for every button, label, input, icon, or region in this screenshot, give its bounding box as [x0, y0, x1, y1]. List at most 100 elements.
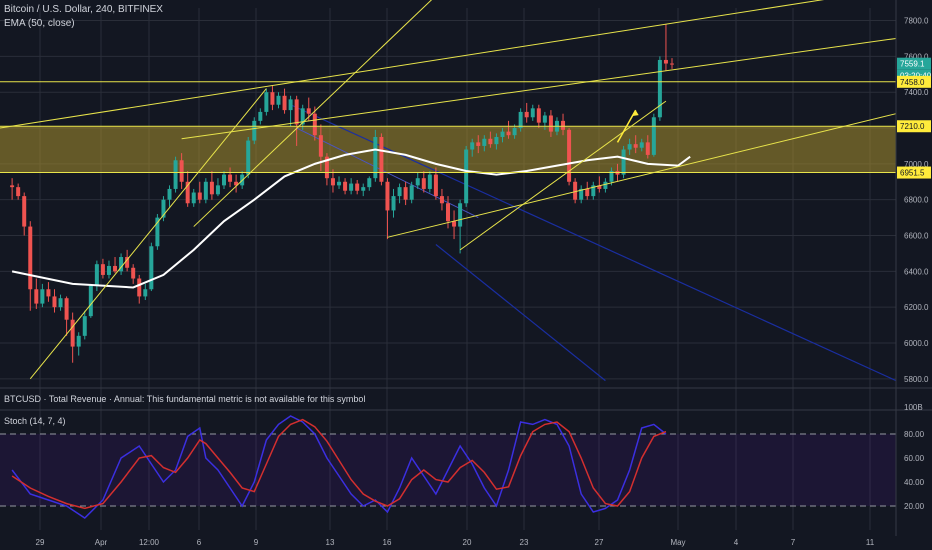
- candle-body: [28, 226, 33, 290]
- candle-body: [645, 142, 650, 155]
- stoch-k-line: [11, 415, 667, 519]
- ema-legend[interactable]: EMA (50, close): [4, 18, 75, 29]
- stoch-tick-label: 80.00: [904, 430, 925, 439]
- support-resistance-zone: [0, 126, 896, 173]
- time-tick-label: 11: [866, 538, 875, 547]
- projection-arrow-head: [631, 110, 639, 117]
- upper-trend-channel: [0, 0, 825, 129]
- price-tick-label: 7400.0: [904, 88, 929, 97]
- level-tag: 6951.5: [900, 169, 925, 178]
- candle-body: [258, 111, 263, 121]
- price-tick-label: 7800.0: [904, 17, 929, 26]
- rising-support-line: [459, 100, 667, 251]
- fan-trendline: [193, 0, 433, 227]
- candle-body: [579, 188, 584, 200]
- stoch-tick-label: 20.00: [904, 502, 925, 511]
- candle-body: [415, 178, 420, 186]
- time-tick-label: 20: [463, 538, 472, 547]
- candle-body: [94, 264, 99, 286]
- price-tick-label: 5800.0: [904, 375, 929, 384]
- level-tag: 7210.0: [900, 122, 925, 131]
- candle-body: [300, 108, 305, 125]
- steep-up-trendline: [29, 88, 267, 380]
- candle-body: [252, 120, 257, 141]
- revenue-legend[interactable]: BTCUSD · Total Revenue · Annual: This fu…: [4, 394, 366, 404]
- candle-body: [131, 267, 136, 279]
- candles: [10, 24, 674, 363]
- candle-body: [603, 181, 608, 189]
- candle-body: [494, 136, 499, 145]
- candle-body: [76, 335, 81, 347]
- candle-body: [609, 171, 614, 182]
- candle-body: [46, 289, 51, 297]
- time-tick-label: 4: [734, 538, 739, 547]
- candle-body: [651, 117, 656, 155]
- candle-body: [639, 142, 644, 148]
- candle-body: [627, 144, 632, 150]
- candle-body: [119, 257, 124, 272]
- candle-body: [100, 264, 105, 275]
- candle-body: [312, 113, 317, 136]
- stoch-panel: [0, 415, 896, 519]
- level-tag-bg: [897, 120, 931, 133]
- candle-body: [276, 95, 281, 105]
- candle-body: [361, 187, 366, 191]
- candle-body: [306, 108, 311, 114]
- candle-body: [173, 160, 178, 189]
- last-price-tag-bg: [897, 57, 931, 70]
- candle-body: [324, 156, 329, 179]
- candle-body: [530, 108, 535, 118]
- candle-body: [585, 188, 590, 197]
- candle-body: [403, 187, 408, 200]
- candle-body: [349, 183, 354, 191]
- symbol-title[interactable]: Bitcoin / U.S. Dollar, 240, BITFINEX: [4, 4, 163, 15]
- candle-body: [179, 160, 184, 182]
- revenue-axis-tick: 100B: [904, 403, 923, 412]
- candle-body: [222, 174, 226, 186]
- drawings-front: [0, 0, 897, 380]
- candle-body: [439, 196, 444, 204]
- drawings-back: [0, 104, 897, 382]
- candle-body: [433, 174, 438, 197]
- candle-body: [337, 181, 342, 186]
- candle-body: [64, 298, 69, 320]
- candle-body: [264, 92, 269, 112]
- candle-body: [591, 185, 596, 197]
- candle-body: [385, 181, 390, 211]
- stoch-legend[interactable]: Stoch (14, 7, 4): [4, 416, 66, 426]
- candle-body: [343, 181, 348, 191]
- time-tick-label: 6: [197, 538, 202, 547]
- time-tick-label: May: [670, 538, 685, 547]
- candle-body: [161, 199, 166, 218]
- ema-line: [11, 148, 691, 289]
- candle-body: [106, 265, 111, 275]
- candle-body: [228, 174, 233, 182]
- candle-body: [294, 99, 299, 125]
- candle-body: [482, 138, 487, 146]
- candle-body: [663, 59, 668, 64]
- candle-body: [621, 149, 626, 175]
- candle-body: [397, 187, 402, 197]
- candle-body: [215, 185, 220, 195]
- candle-body: [421, 178, 426, 189]
- candle-body: [542, 115, 547, 123]
- time-tick-label: 29: [36, 538, 45, 547]
- candle-body: [52, 296, 57, 308]
- price-tick-label: 7600.0: [904, 52, 929, 61]
- candle-body: [34, 289, 39, 304]
- candle-body: [518, 111, 523, 129]
- candle-body: [88, 285, 93, 317]
- candle-body: [355, 183, 360, 191]
- candle-body: [143, 289, 148, 297]
- candle-body: [500, 131, 505, 137]
- price-tick-label: 6800.0: [904, 196, 929, 205]
- candle-body: [185, 181, 190, 204]
- last-price-tag: 7559.1: [900, 60, 925, 69]
- candle-body: [567, 129, 572, 182]
- candle-body: [524, 111, 529, 118]
- blue-channel-upper: [290, 104, 897, 382]
- candle-body: [137, 278, 142, 297]
